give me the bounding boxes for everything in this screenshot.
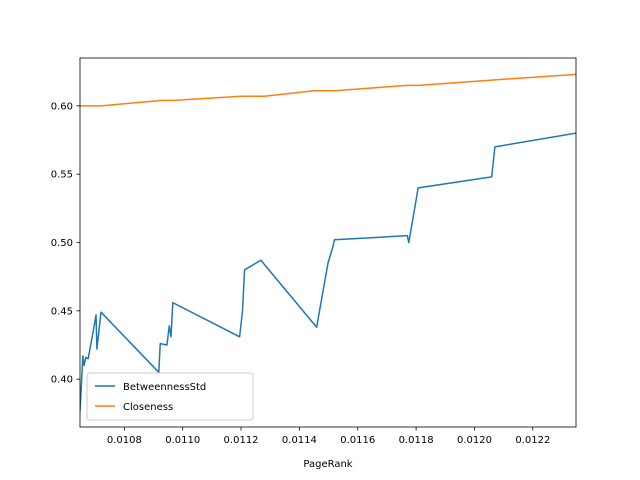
y-tick-label: 0.50 [51,238,73,249]
x-axis-label: PageRank [303,459,352,470]
legend: BetweennessStd Closeness [86,372,254,421]
y-axis: 0.40 0.45 0.50 0.55 0.60 [51,101,80,386]
y-tick-label: 0.55 [51,170,73,181]
x-tick-label: 0.0118 [399,435,434,446]
y-tick-label: 0.40 [51,375,73,386]
x-tick-label: 0.0112 [224,435,259,446]
x-tick-label: 0.0114 [282,435,317,446]
y-tick-label: 0.60 [51,101,73,112]
x-tick-label: 0.0108 [107,435,142,446]
x-axis: 0.0108 0.0110 0.0112 0.0114 0.0116 0.0118 0.01… [107,427,550,446]
x-tick-label: 0.0116 [340,435,375,446]
legend-box [86,372,254,421]
y-tick-label: 0.45 [51,306,73,317]
x-tick-label: 0.0120 [457,435,492,446]
x-tick-label: 0.0110 [165,435,200,446]
series-line-closeness [80,73,576,107]
plot-area [80,73,576,412]
x-tick-label: 0.0122 [515,435,550,446]
series-line-betweennessstd [80,132,576,412]
legend-label-closeness: Closeness [123,402,173,413]
legend-label-betweennessstd: BetweennessStd [123,382,206,393]
